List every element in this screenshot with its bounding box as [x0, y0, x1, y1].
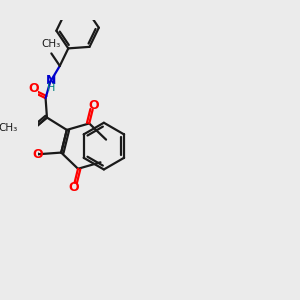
- Text: N: N: [46, 74, 56, 87]
- Text: O: O: [88, 98, 99, 112]
- Text: CH₃: CH₃: [42, 39, 61, 49]
- Text: O: O: [33, 148, 43, 161]
- Text: CH₃: CH₃: [0, 122, 18, 133]
- Text: O: O: [68, 181, 79, 194]
- Text: O: O: [28, 82, 39, 95]
- Text: H: H: [47, 82, 55, 93]
